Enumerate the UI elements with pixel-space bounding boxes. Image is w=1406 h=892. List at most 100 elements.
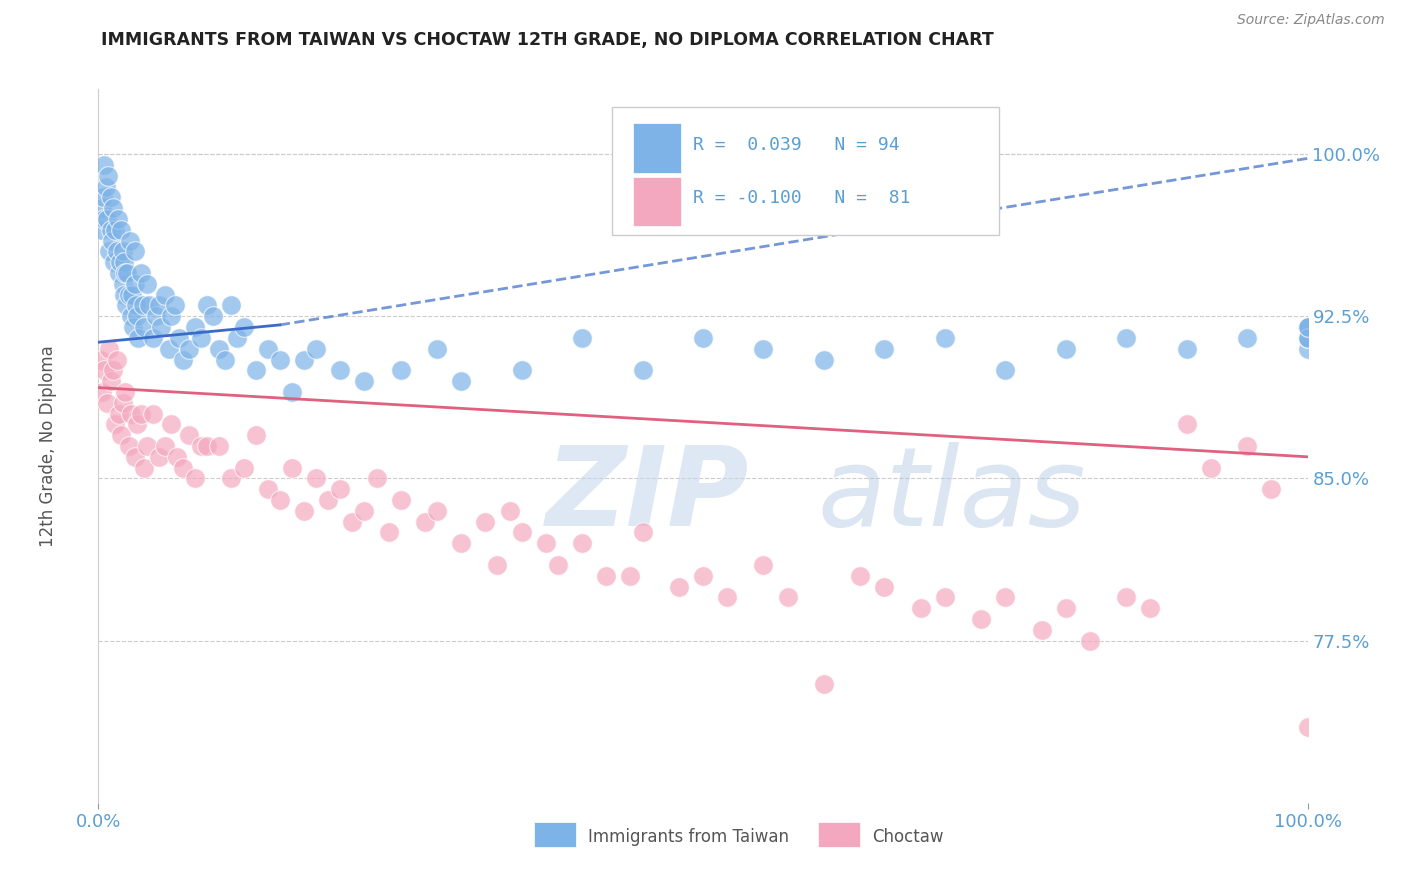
Point — [595, 568, 617, 582]
Point — [129, 407, 152, 421]
Point — [571, 331, 593, 345]
Point — [1139, 601, 1161, 615]
Point — [305, 342, 328, 356]
Point — [970, 612, 993, 626]
Point — [510, 363, 533, 377]
Point — [292, 504, 315, 518]
Point — [214, 352, 236, 367]
Point — [450, 374, 472, 388]
Text: atlas: atlas — [818, 442, 1087, 549]
Point — [631, 525, 654, 540]
Point — [221, 298, 243, 312]
Point — [426, 342, 449, 356]
Text: R =  0.039   N = 94: R = 0.039 N = 94 — [693, 136, 900, 153]
Point — [150, 320, 173, 334]
Point — [1236, 439, 1258, 453]
Point — [138, 298, 160, 312]
Point — [226, 331, 249, 345]
Text: 12th Grade, No Diploma: 12th Grade, No Diploma — [38, 345, 56, 547]
Point — [1175, 342, 1198, 356]
Point — [129, 266, 152, 280]
Point — [202, 310, 225, 324]
Point — [190, 439, 212, 453]
Point — [190, 331, 212, 345]
Point — [101, 201, 124, 215]
Point — [1296, 331, 1319, 345]
Point — [873, 342, 896, 356]
Point — [179, 342, 201, 356]
Point — [813, 352, 835, 367]
Point — [127, 331, 149, 345]
Point — [118, 439, 141, 453]
Point — [101, 363, 124, 377]
Point — [281, 384, 304, 399]
Point — [776, 591, 799, 605]
Point — [1296, 720, 1319, 734]
Point — [281, 460, 304, 475]
Point — [994, 363, 1017, 377]
Point — [112, 255, 135, 269]
Point — [132, 298, 155, 312]
Point — [1054, 342, 1077, 356]
Point — [1296, 320, 1319, 334]
Point — [93, 158, 115, 172]
Point — [474, 515, 496, 529]
Point — [934, 591, 956, 605]
Point — [107, 211, 129, 226]
Point — [353, 504, 375, 518]
Point — [305, 471, 328, 485]
Point — [1031, 623, 1053, 637]
Point — [103, 255, 125, 269]
Point — [510, 525, 533, 540]
Point — [120, 407, 142, 421]
Point — [118, 234, 141, 248]
Point — [534, 536, 557, 550]
Point — [184, 471, 207, 485]
Point — [108, 266, 131, 280]
Point — [105, 244, 128, 259]
Point — [1296, 320, 1319, 334]
Point — [910, 601, 932, 615]
Point — [752, 342, 775, 356]
FancyBboxPatch shape — [613, 107, 1000, 235]
Point — [90, 223, 112, 237]
Point — [115, 298, 138, 312]
Point — [153, 439, 176, 453]
Point — [256, 342, 278, 356]
Point — [127, 417, 149, 432]
Point — [111, 244, 134, 259]
Point — [104, 223, 127, 237]
Point — [93, 363, 115, 377]
Point — [172, 352, 194, 367]
Point — [208, 342, 231, 356]
Point — [1115, 331, 1137, 345]
Text: IMMIGRANTS FROM TAIWAN VS CHOCTAW 12TH GRADE, NO DIPLOMA CORRELATION CHART: IMMIGRANTS FROM TAIWAN VS CHOCTAW 12TH G… — [101, 31, 994, 49]
Point — [179, 428, 201, 442]
Point — [329, 482, 352, 496]
Point — [631, 363, 654, 377]
Point — [571, 536, 593, 550]
Point — [104, 417, 127, 432]
Point — [692, 568, 714, 582]
Point — [97, 169, 120, 183]
Point — [108, 255, 131, 269]
Point — [329, 363, 352, 377]
Point — [157, 342, 180, 356]
Point — [166, 450, 188, 464]
Point — [145, 310, 167, 324]
Point — [112, 287, 135, 301]
Point — [184, 320, 207, 334]
Point — [934, 331, 956, 345]
Text: Source: ZipAtlas.com: Source: ZipAtlas.com — [1237, 13, 1385, 28]
Point — [121, 287, 143, 301]
Point — [389, 493, 412, 508]
Point — [110, 428, 132, 442]
Point — [118, 287, 141, 301]
Point — [716, 591, 738, 605]
Point — [160, 310, 183, 324]
Point — [450, 536, 472, 550]
Point — [232, 320, 254, 334]
Text: R = -0.100   N =  81: R = -0.100 N = 81 — [693, 189, 911, 207]
Point — [426, 504, 449, 518]
Point — [117, 266, 139, 280]
